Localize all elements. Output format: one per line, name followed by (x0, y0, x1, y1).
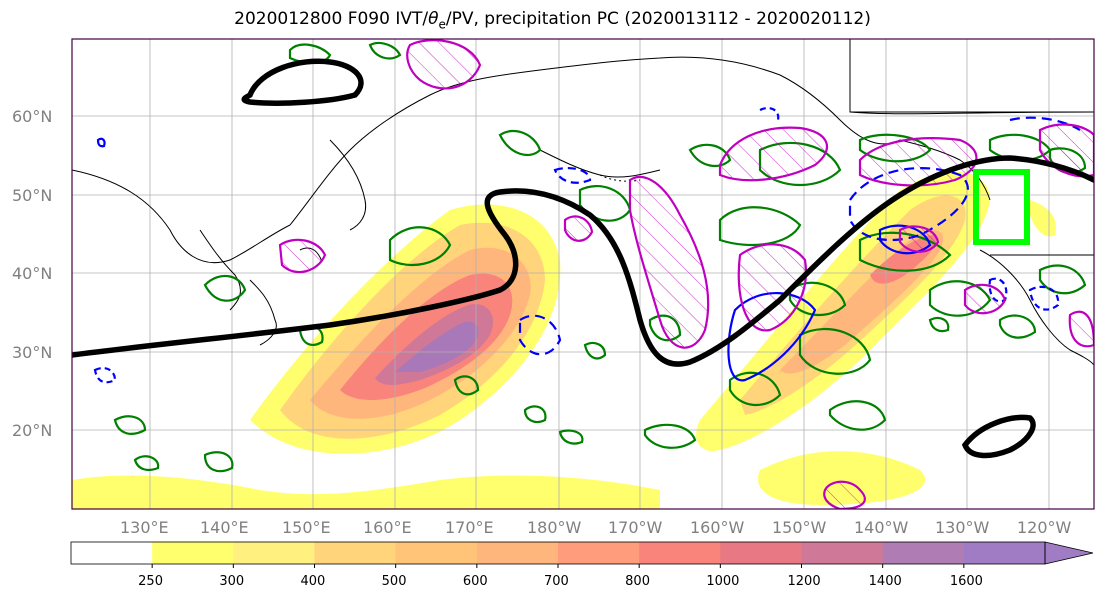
colorbar-tick-label: 300 (219, 574, 245, 589)
colorbar-tick-label: 600 (462, 574, 488, 589)
lon-label-160w: 160°W (690, 518, 745, 537)
lon-label-180w: 180°W (527, 518, 582, 537)
colorbar-tick-label: 500 (381, 574, 407, 589)
colorbar-segment (558, 542, 640, 564)
colorbar-segment (639, 542, 721, 564)
coastlines (72, 39, 1094, 366)
colorbar-tick-label: 1400 (868, 574, 902, 589)
lon-label-140e: 140°E (200, 518, 249, 537)
map-content (72, 39, 1094, 509)
colorbar-segment (720, 542, 802, 564)
map-title: 2020012800 F090 IVT/θe/PV, precipitation… (234, 9, 871, 32)
map-frame (71, 38, 1095, 510)
colorbar-tick-label: 800 (625, 574, 650, 589)
colorbar-segment (801, 542, 884, 564)
lon-label-150w: 150°W (772, 518, 827, 537)
colorbar-tick-label: 1200 (787, 574, 821, 589)
colorbar-segment (152, 542, 234, 564)
colorbar-extend-arrow (1044, 541, 1094, 565)
colorbar-tick-label: 1000 (706, 574, 740, 589)
lat-label-20: 20°N (12, 421, 53, 440)
colorbar-tick-label: 1600 (949, 574, 983, 589)
pv-contours (72, 58, 1094, 459)
colorbar-segment (71, 542, 153, 564)
colorbar-segment (882, 542, 965, 564)
colorbar-segment (963, 542, 1046, 564)
colorbar (70, 541, 1094, 568)
target-box (973, 169, 1030, 245)
lon-label-130w: 130°W (935, 518, 990, 537)
lon-label-170w: 170°W (608, 518, 663, 537)
lon-label-120w: 120°W (1017, 518, 1072, 537)
colorbar-tick-label: 400 (300, 574, 326, 589)
colorbar-segment (314, 542, 397, 564)
colorbar-segment (395, 542, 478, 564)
theta-e-contours (278, 39, 1094, 509)
lat-label-50: 50°N (12, 186, 53, 205)
colorbar-tick-label: 700 (544, 574, 569, 589)
lat-label-60: 60°N (12, 107, 53, 126)
colorbar-segment (476, 542, 559, 564)
graticule (72, 39, 1094, 509)
lon-label-140w: 140°W (854, 518, 909, 537)
colorbar-segment (233, 542, 315, 564)
lon-label-160e: 160°E (363, 518, 412, 537)
lon-label-150e: 150°E (282, 518, 331, 537)
ivt-shading (72, 171, 1056, 509)
lat-label-40: 40°N (12, 264, 53, 283)
lon-label-170e: 170°E (445, 518, 494, 537)
colorbar-tick-label: 250 (138, 574, 163, 589)
lon-label-130e: 130°E (120, 518, 169, 537)
lat-label-30: 30°N (12, 343, 53, 362)
